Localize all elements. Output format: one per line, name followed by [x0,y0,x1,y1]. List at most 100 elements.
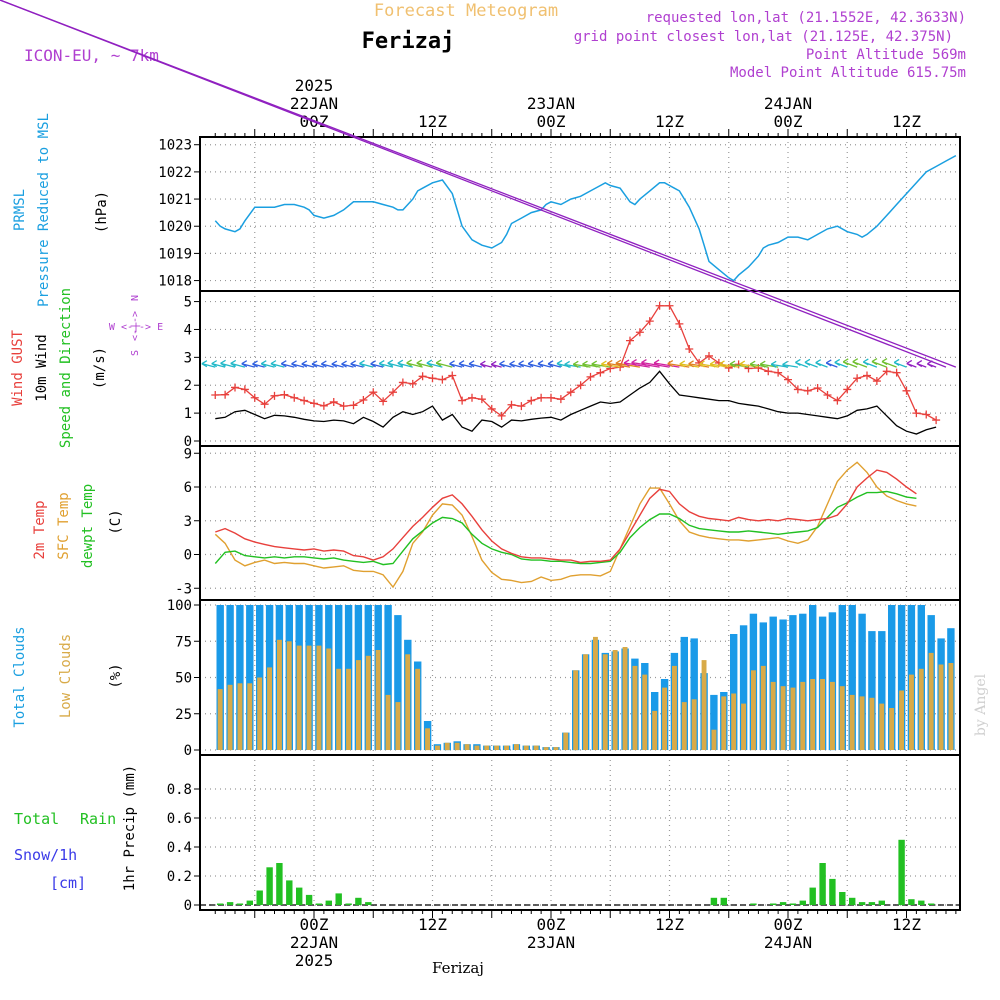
wind-arrow-shaft [591,363,611,368]
y-tick-label: 75 [175,634,192,650]
bottom-time-label: 00Z [300,915,329,934]
wind-arrow [468,360,483,368]
pressure-panel-labels: PRMSL Pressure Reduced to MSL (hPa) [12,113,110,307]
wind-arrow [782,361,798,369]
bottom-time-label: 12Z [418,915,447,934]
y-tick-label: 9 [184,446,192,462]
low-cloud-bar [573,670,579,751]
wind-arrow-head [699,360,705,368]
gust-marker [389,388,397,397]
wind-arrow-head [252,360,258,368]
gust-marker [448,371,457,380]
gust-marker [764,367,773,376]
wind-arrow [301,360,315,368]
y-tick-label: 1 [184,406,192,422]
label-rain: Rain [80,810,116,828]
rain-bar [849,897,856,906]
wind-arrow-shaft [699,363,719,368]
bottom-time-label: 24JAN [764,933,812,952]
wind-arrow [739,360,759,368]
top-time-label: 24JAN [764,94,812,113]
bottom-time-label: 00Z [537,915,566,934]
label-c: (C) [108,509,124,534]
wind-arrow-head [426,359,433,367]
wind-arrow-head [378,359,385,368]
low-cloud-bar [899,690,904,750]
low-cloud-bar [316,645,322,750]
low-cloud-bar [672,665,677,750]
bottom-time-label: 00Z [774,915,803,934]
wind-arrow-shaft [667,362,690,368]
wind-arrow-head [795,358,801,367]
product-title: Forecast Meteogram [374,1,558,21]
wind-arrow-head [572,360,579,368]
low-cloud-bar [395,702,401,750]
low-cloud-bar [217,689,223,750]
wind-arrow [591,360,611,368]
rain-bar [720,897,727,906]
wind-arrow [527,360,542,368]
wind-arrow-shaft [582,363,601,368]
gust-marker [823,390,832,399]
wind-arrow-shaft [679,363,700,368]
total-cloud-bar [848,605,856,750]
wind-arrow-head [370,360,376,368]
wind-arrow [378,359,394,368]
rain-bar [217,903,224,905]
low-cloud-bar [356,660,361,750]
rain-bar [819,863,826,905]
gust-marker [428,374,437,383]
wind-arrow [547,360,562,368]
rain-bar [799,900,806,905]
dewpt-line [214,490,917,566]
wind-arrow [201,360,216,368]
total-cloud-bar [809,605,817,750]
wind-arrow-head [749,360,756,368]
top-time-label: 22JAN [290,94,338,113]
wind-arrow [906,359,917,368]
gust-marker [566,388,575,397]
y-tick-label: 1018 [158,274,192,290]
gust-marker [685,344,694,353]
label-dewpt-temp: dewpt Temp [80,484,96,568]
y-tick-label: 0.8 [167,782,192,798]
wind-arrow [260,360,275,368]
gust-marker [398,378,407,387]
low-cloud-bar [464,744,470,750]
low-cloud-bar [751,670,756,751]
label-percent: (%) [108,663,124,688]
rain-bar [858,902,866,905]
rain-bar [868,902,876,905]
gust-marker [379,397,388,406]
gust-marker [477,395,486,404]
temp-panel-labels: 2m Temp SFC Temp dewpt Temp (C) [32,484,124,568]
y-tick-label: 0 [184,743,192,759]
wind-arrow-head [260,360,267,368]
wind-arrow-head [241,360,248,368]
grid-point-coords: grid point closest lon,lat (21.125E, 42.… [574,29,953,45]
gust-marker [329,397,338,406]
wind-arrow-head [804,358,811,366]
wind-arrow-head [688,360,694,368]
y-tick-label: 1020 [158,219,192,235]
requested-coords: requested lon,lat (21.1552E, 42.3633N) [646,10,966,26]
wind-arrow-shaft [416,362,433,368]
wind-arrow-head [387,359,394,367]
y-tick-label: 0.6 [167,811,192,827]
y-tick-label: 1019 [158,246,192,262]
wind-arrow [280,360,295,368]
low-cloud-bar [365,655,371,751]
wind-arrow [815,359,828,368]
low-cloud-bar [652,710,658,750]
top-time-label: 23JAN [527,94,575,113]
wind-arrow [311,360,325,368]
wind-arrow-head [759,360,766,368]
wind-arrow-head [842,358,849,366]
low-cloud-bar [415,668,421,750]
low-cloud-bar [385,694,391,750]
low-cloud-bar [662,687,667,750]
rain-bar [928,903,935,905]
low-cloud-bar [583,654,588,750]
top-time-label: 2025 [295,76,334,95]
wind-arrow-head [641,358,647,367]
